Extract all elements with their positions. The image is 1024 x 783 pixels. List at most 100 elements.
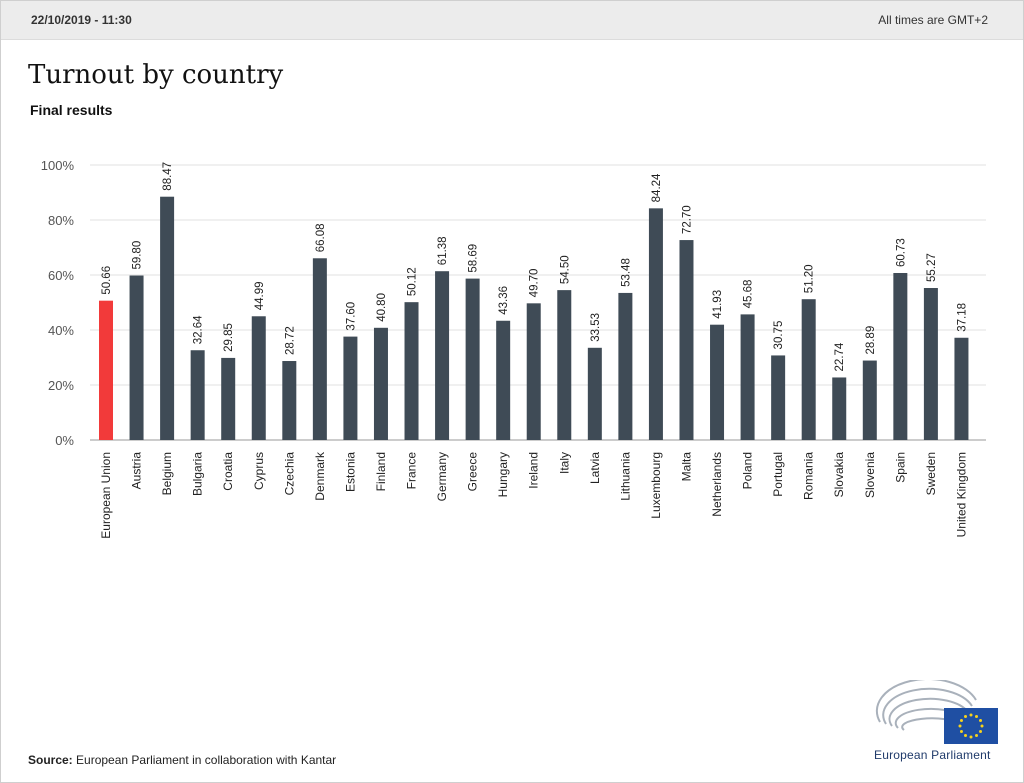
flag-star <box>979 730 983 733</box>
data-label: 28.72 <box>284 326 296 355</box>
flag-star <box>964 714 967 718</box>
data-label: 51.20 <box>804 264 816 293</box>
logo-text: European Parliament <box>874 748 991 762</box>
top-bar: 22/10/2019 - 11:30 All times are GMT+2 <box>1 1 1023 40</box>
bar <box>923 288 938 440</box>
x-tick-label: European Union <box>99 452 113 539</box>
x-tick-label: Spain <box>893 452 907 483</box>
bar <box>129 275 144 440</box>
hemicycle-icon <box>875 680 977 731</box>
data-label: 28.89 <box>865 326 877 355</box>
x-tick-label: United Kingdom <box>954 452 968 537</box>
bar <box>221 357 236 440</box>
x-tick-label: Malta <box>679 452 693 482</box>
bar <box>251 316 266 440</box>
bar <box>740 314 755 440</box>
data-label: 50.66 <box>101 266 113 295</box>
x-tick-label: Sweden <box>924 452 938 495</box>
bar <box>587 347 602 440</box>
x-tick-label: Poland <box>741 452 755 489</box>
x-tick-label: Czechia <box>282 452 296 496</box>
page-subtitle: Final results <box>30 102 113 118</box>
data-label: 40.80 <box>376 293 388 322</box>
x-tick-label: Romania <box>802 452 816 500</box>
bar <box>312 258 327 440</box>
x-tick-label: Slovakia <box>832 452 846 498</box>
bar <box>373 327 388 440</box>
y-tick-label: 40% <box>48 323 74 338</box>
data-label: 72.70 <box>681 205 693 234</box>
bar <box>526 303 541 440</box>
bar <box>190 350 205 440</box>
data-label: 49.70 <box>529 269 541 298</box>
flag-star <box>959 730 963 733</box>
data-label: 50.12 <box>407 267 419 296</box>
data-label: 60.73 <box>895 238 907 267</box>
x-tick-label: Luxembourg <box>649 452 663 519</box>
bar <box>862 360 877 440</box>
bar <box>710 324 725 440</box>
data-label: 33.53 <box>590 313 602 342</box>
x-tick-label: Lithuania <box>618 452 632 501</box>
data-label: 59.80 <box>132 241 144 270</box>
x-tick-label: Netherlands <box>710 452 724 517</box>
x-tick-label: Bulgaria <box>191 452 205 496</box>
data-label: 58.69 <box>468 244 480 273</box>
data-label: 66.08 <box>315 223 327 252</box>
bar <box>99 300 113 440</box>
bar <box>954 337 969 440</box>
flag-star <box>969 735 973 739</box>
flag-star <box>975 714 978 718</box>
x-tick-label: Ireland <box>527 452 541 489</box>
data-label: 29.85 <box>223 323 235 352</box>
x-tick-label: Slovenia <box>863 452 877 498</box>
x-tick-label: Italy <box>557 452 571 474</box>
data-label: 61.38 <box>437 236 449 265</box>
flag-star <box>969 713 973 717</box>
header-date: 22/10/2019 - 11:30 <box>31 13 132 27</box>
flag-star <box>964 734 967 738</box>
turnout-bar-chart: 0% 20% 40% 60% 80% 100% 50.66 European Union 59.… <box>41 158 986 539</box>
y-tick-label: 0% <box>55 433 74 448</box>
data-label: 54.50 <box>559 255 571 284</box>
data-label: 22.74 <box>834 342 846 371</box>
bar <box>801 299 816 440</box>
data-label: 55.27 <box>926 253 938 282</box>
bar <box>771 355 786 440</box>
x-tick-label: Greece <box>466 452 480 492</box>
x-tick-label: Austria <box>130 452 144 490</box>
bar <box>679 240 694 440</box>
bar <box>404 302 419 440</box>
x-tick-label: France <box>405 452 419 490</box>
x-tick-label: Finland <box>374 452 388 491</box>
data-label: 32.64 <box>193 315 205 344</box>
page-title: Turnout by country <box>28 60 284 90</box>
source-note: Source: European Parliament in collabora… <box>28 753 336 767</box>
data-label: 44.99 <box>254 281 266 310</box>
european-parliament-logo <box>875 680 998 744</box>
bar <box>618 292 633 440</box>
bar <box>160 196 175 440</box>
flag-star <box>958 724 962 728</box>
data-label: 37.18 <box>956 303 968 332</box>
y-tick-label: 100% <box>41 158 75 173</box>
bar <box>648 208 663 440</box>
y-tick-label: 60% <box>48 268 74 283</box>
y-tick-label: 20% <box>48 378 74 393</box>
source-label: Source: <box>28 753 73 767</box>
bar <box>343 336 358 440</box>
x-tick-label: Latvia <box>588 452 602 484</box>
bar <box>496 320 511 440</box>
eu-flag-icon <box>944 708 998 744</box>
bar <box>893 272 908 440</box>
bar <box>282 361 297 440</box>
flag-star <box>959 719 963 722</box>
bar <box>435 271 450 440</box>
x-tick-label: Estonia <box>343 452 357 492</box>
data-label: 41.93 <box>712 290 724 319</box>
bar <box>832 377 847 440</box>
data-label: 53.48 <box>620 258 632 287</box>
data-label: 84.24 <box>651 173 663 202</box>
x-tick-label: Hungary <box>496 452 510 497</box>
x-tick-label: Denmark <box>313 451 327 501</box>
